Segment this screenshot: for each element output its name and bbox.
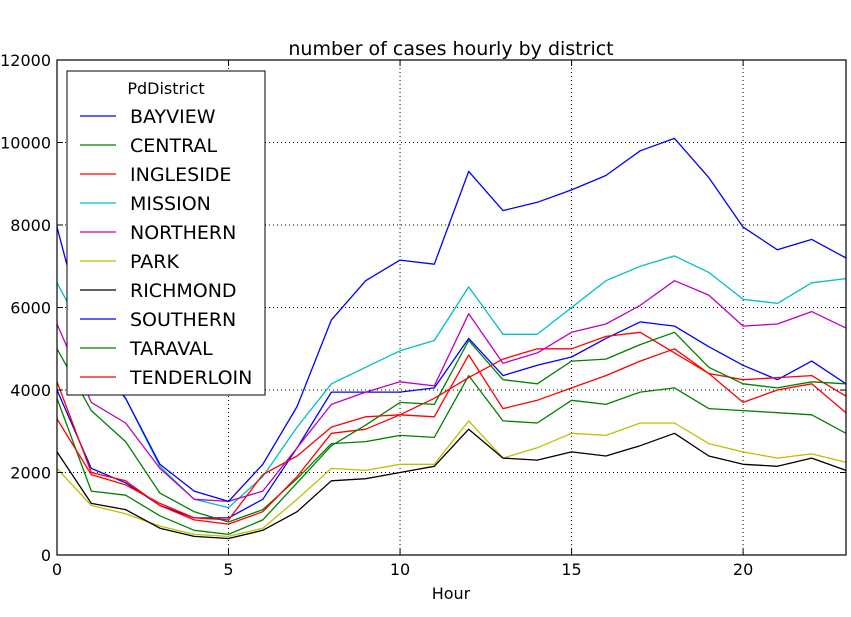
series-line-tenderloin — [56, 348, 847, 521]
series-line-richmond — [56, 428, 847, 540]
legend-label-park: PARK — [130, 251, 179, 273]
legend-box — [66, 70, 266, 396]
legend-label-ingleside: INGLESIDE — [130, 164, 231, 186]
legend-item-richmond: RICHMOND — [80, 280, 237, 302]
series-line-southern — [56, 137, 847, 503]
y-tick-label: 10000 — [0, 134, 51, 153]
x-tick-labels: 0 5 10 15 20 — [52, 560, 753, 579]
series-line-taraval — [56, 331, 847, 536]
legend-item-southern: SOUTHERN — [80, 309, 236, 331]
legend-item-tenderloin: TENDERLOIN — [80, 367, 252, 389]
y-tick-labels: 0 2000 4000 6000 8000 10000 12000 — [0, 51, 51, 565]
series-lines — [56, 137, 847, 540]
x-axis-label: Hour — [432, 584, 471, 603]
axis-ticks — [56, 59, 846, 556]
x-tick-label: 20 — [733, 560, 753, 579]
legend-item-central: CENTRAL — [80, 135, 218, 157]
x-tick-label: 5 — [223, 560, 233, 579]
x-tick-label: 0 — [52, 560, 62, 579]
legend-items: BAYVIEW CENTRAL INGLESIDE MISSION NORTHERN PA… — [80, 106, 252, 389]
y-tick-label: 4000 — [10, 381, 51, 400]
legend-label-northern: NORTHERN — [130, 222, 236, 244]
y-tick-label: 12000 — [0, 51, 51, 70]
series-line-ingleside — [56, 331, 847, 525]
legend-item-park: PARK — [80, 251, 179, 273]
y-tick-label: 6000 — [10, 299, 51, 318]
x-tick-label: 15 — [561, 560, 581, 579]
legend-label-richmond: RICHMOND — [130, 280, 237, 302]
y-tick-label: 2000 — [10, 464, 51, 483]
legend-title: PdDistrict — [127, 79, 204, 98]
series-line-northern — [56, 280, 847, 503]
y-tick-label: 0 — [41, 546, 51, 565]
legend-item-mission: MISSION — [80, 193, 211, 215]
y-tick-label: 8000 — [10, 216, 51, 235]
legend-label-mission: MISSION — [130, 193, 211, 215]
legend-item-bayview: BAYVIEW — [80, 106, 216, 128]
legend-item-northern: NORTHERN — [80, 222, 236, 244]
legend-label-southern: SOUTHERN — [130, 309, 236, 331]
legend-item-ingleside: INGLESIDE — [80, 164, 231, 186]
series-line-central — [56, 348, 847, 523]
x-tick-label: 10 — [390, 560, 410, 579]
series-line-park — [56, 420, 847, 538]
legend-label-tenderloin: TENDERLOIN — [129, 367, 252, 389]
legend-label-taraval: TARAVAL — [129, 338, 213, 360]
legend-item-taraval: TARAVAL — [80, 338, 213, 360]
legend: PdDistrict BAYVIEW CENTRAL INGLESIDE MISSIO… — [66, 70, 266, 396]
legend-label-bayview: BAYVIEW — [130, 106, 216, 128]
legend-label-central: CENTRAL — [130, 135, 218, 157]
chart-title: number of cases hourly by district — [288, 38, 613, 60]
